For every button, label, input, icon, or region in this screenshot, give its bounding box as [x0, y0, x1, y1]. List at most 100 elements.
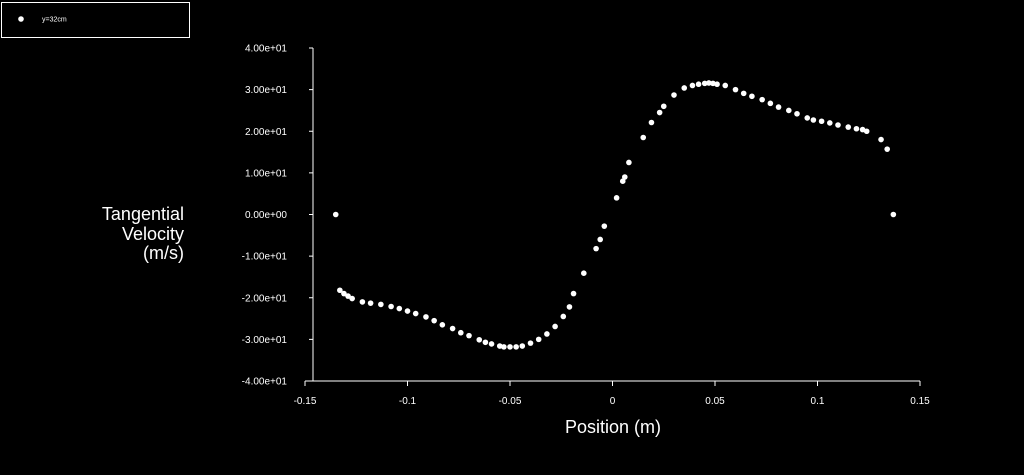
data-point [458, 329, 464, 336]
data-point [388, 303, 394, 310]
data-point [341, 290, 347, 297]
data-point [722, 82, 729, 89]
data-point [519, 343, 526, 349]
data-point [767, 100, 774, 107]
y-tick-label: 1.00e+01 [245, 168, 287, 179]
data-point [648, 119, 655, 126]
data-point [863, 128, 870, 135]
data-point [560, 313, 567, 320]
legend-label: y=32cm [42, 17, 67, 24]
data-point [412, 310, 419, 317]
x-tick-label: -0.1 [399, 396, 417, 407]
data-point [759, 96, 765, 103]
y-axis-title: Tangential Velocity (m/s) [102, 204, 184, 263]
data-point [714, 81, 720, 88]
data-point [701, 80, 708, 87]
data-point [740, 90, 747, 97]
data-point [775, 104, 782, 110]
y-axis-title-line-2: Velocity [122, 224, 184, 244]
legend-marker [18, 16, 24, 22]
data-point [544, 331, 550, 337]
data-point [786, 107, 792, 114]
x-axis-title: Position (m) [565, 417, 661, 437]
y-tick-label: 2.00e+01 [245, 127, 287, 138]
data-points [332, 80, 897, 350]
data-point [345, 293, 351, 299]
data-point [878, 136, 884, 143]
y-tick-label: -4.00e+01 [242, 377, 288, 388]
data-point [890, 211, 897, 218]
data-point [581, 270, 587, 276]
data-point [337, 287, 343, 294]
data-point [359, 299, 366, 305]
data-point [622, 174, 628, 180]
data-point [845, 124, 852, 130]
data-point [597, 236, 603, 243]
data-point [671, 92, 677, 98]
data-point [396, 305, 403, 312]
x-tick-label: -0.05 [499, 396, 522, 407]
data-point [626, 159, 632, 166]
data-point [706, 80, 712, 86]
data-point [332, 211, 339, 218]
data-point [884, 146, 890, 152]
x-tick-label: 0.1 [811, 396, 825, 407]
data-point [593, 245, 599, 252]
legend-box [1, 2, 190, 38]
data-point [423, 314, 429, 320]
y-tick-label: 4.00e+01 [245, 44, 287, 55]
data-point [810, 117, 817, 123]
data-point [378, 301, 384, 308]
data-point [749, 93, 755, 100]
data-point [552, 323, 558, 330]
data-point [527, 340, 534, 346]
x-tick-label: 0.15 [910, 396, 930, 407]
data-point [449, 325, 456, 332]
data-point [476, 336, 483, 343]
data-point [695, 81, 702, 88]
data-point [431, 317, 437, 324]
y-tick-label: -2.00e+01 [242, 293, 288, 304]
data-point [794, 110, 800, 117]
y-axis-ticks: 4.00e+01 3.00e+01 2.00e+01 1.00e+01 0.00e+00… [242, 44, 313, 388]
data-point [566, 304, 573, 310]
data-point [535, 336, 542, 343]
data-point [818, 118, 825, 125]
x-tick-label: -0.15 [294, 396, 317, 407]
data-point [827, 120, 833, 126]
y-tick-label: -3.00e+01 [242, 335, 288, 346]
data-point [367, 300, 374, 306]
data-point [689, 82, 696, 89]
x-axis-ticks: -0.15 -0.1 -0.05 0 0.05 0.1 0.15 [294, 381, 930, 407]
y-tick-label: 3.00e+01 [245, 85, 287, 96]
data-point [656, 109, 663, 116]
data-point [488, 341, 495, 347]
data-point [404, 308, 411, 314]
data-point [466, 332, 472, 339]
data-point [835, 122, 841, 128]
data-point [349, 295, 355, 302]
legend: y=32cm [1, 2, 190, 38]
data-point [640, 134, 647, 141]
y-axis-title-line-1: Tangential [102, 204, 184, 224]
y-axis-title-line-3: (m/s) [143, 243, 184, 263]
data-point [681, 85, 688, 91]
data-point [501, 344, 507, 350]
data-point [439, 322, 446, 328]
data-point [660, 103, 667, 110]
data-point [570, 290, 577, 297]
data-point [619, 178, 626, 184]
data-point [804, 115, 811, 121]
x-tick-label: 0 [610, 396, 616, 407]
y-tick-label: -1.00e+01 [242, 252, 288, 263]
data-point [507, 344, 513, 350]
data-point [482, 339, 489, 346]
data-point [613, 195, 620, 201]
data-point [853, 125, 860, 132]
y-tick-label: 0.00e+00 [245, 210, 287, 221]
data-point [601, 223, 608, 229]
data-point [513, 344, 519, 350]
data-point [732, 86, 739, 93]
x-tick-label: 0.05 [705, 396, 725, 407]
